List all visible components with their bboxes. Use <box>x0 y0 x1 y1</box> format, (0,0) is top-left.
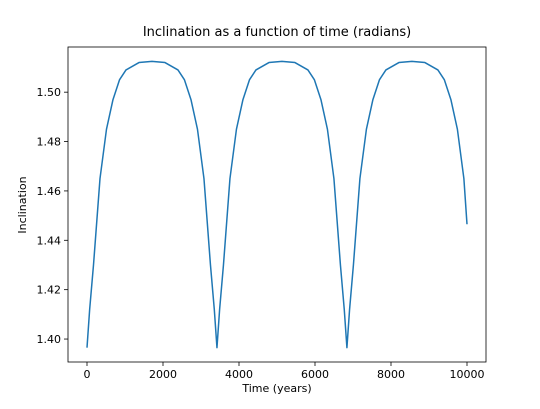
y-tick-label: 1.46 <box>37 185 62 198</box>
y-tick-label: 1.48 <box>37 136 62 149</box>
line <box>86 60 468 349</box>
y-tick-label: 1.44 <box>37 234 62 247</box>
x-tick-label: 8000 <box>377 368 405 381</box>
x-tick-label: 2000 <box>149 368 177 381</box>
y-tick-label: 1.42 <box>37 284 62 297</box>
x-tick-label: 6000 <box>301 368 329 381</box>
x-tick-label: 10000 <box>450 368 485 381</box>
x-tick-label: 0 <box>84 368 91 381</box>
chart-title: Inclination as a function of time (radia… <box>143 25 411 40</box>
x-tick-label: 4000 <box>225 368 253 381</box>
y-axis-label: Inclination <box>16 176 29 233</box>
plot-frame <box>67 46 487 363</box>
x-axis-label: Time (years) <box>241 382 311 395</box>
y-tick-label: 1.50 <box>37 86 62 99</box>
y-tick-label: 1.40 <box>37 333 62 346</box>
